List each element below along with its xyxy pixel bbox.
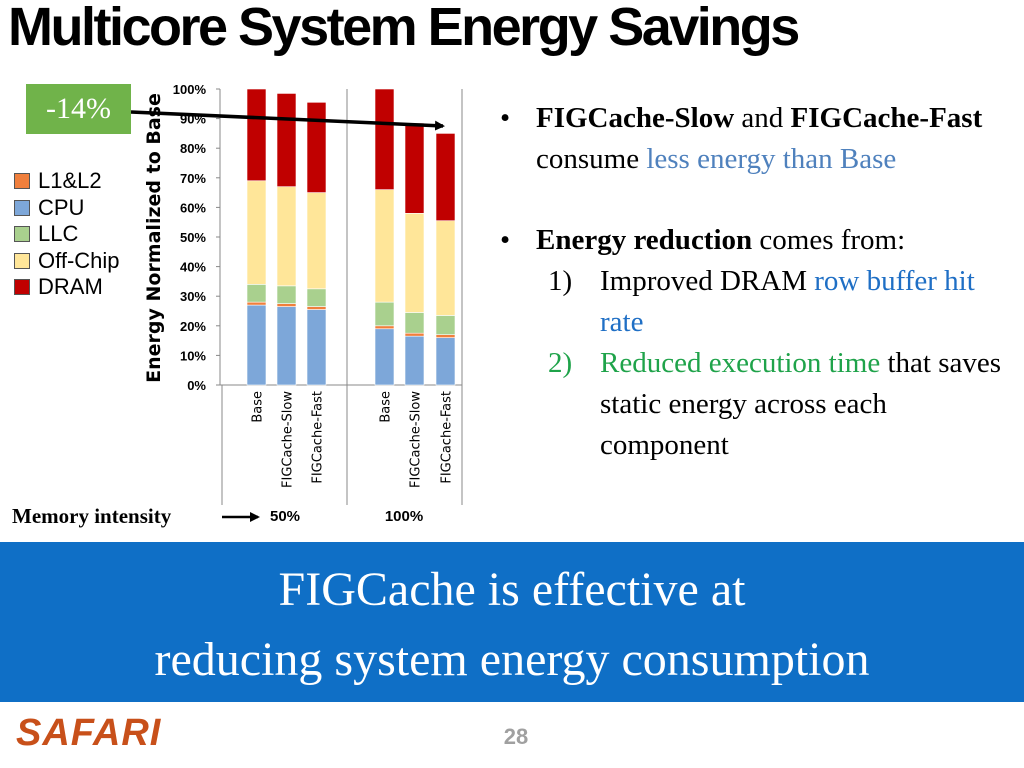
- bar-segment-llc: [404, 312, 425, 334]
- bar-segment-l1-l2: [306, 306, 327, 310]
- legend-label-dram: DRAM: [38, 274, 103, 299]
- bullet-dot-icon: •: [500, 224, 511, 256]
- page-number: 28: [503, 724, 529, 749]
- legend-item-offchip: Off-Chip: [14, 248, 120, 275]
- safari-logo: SAFARI: [16, 712, 162, 754]
- x-tick-label: Base: [379, 391, 394, 423]
- reduction-arrow: [130, 110, 445, 131]
- legend-label-llc: LLC: [38, 221, 79, 246]
- bar-segment-off-chip: [404, 213, 425, 313]
- sub-item-exec-time: 2) Reduced execution time that saves sta…: [536, 343, 1019, 466]
- legend-swatch-offchip: [14, 252, 30, 269]
- highlight-row-buffer: row buffer hit rate: [600, 265, 975, 338]
- y-tick-label: 10%: [180, 348, 206, 363]
- bar-segment-cpu: [276, 306, 297, 386]
- bar-segment-cpu: [404, 335, 425, 386]
- bar-segment-dram: [246, 88, 267, 182]
- legend-swatch-llc: [14, 226, 30, 243]
- legend-item-llc: LLC: [14, 221, 120, 248]
- keyword-figcache-fast: FIGCache-Fast: [790, 102, 983, 134]
- y-tick-label: 80%: [180, 141, 206, 156]
- keyword-energy-reduction: Energy reduction: [536, 224, 753, 256]
- bar-segment-l1-l2: [435, 334, 456, 338]
- bar-segment-cpu: [306, 309, 327, 386]
- sub-item-number: 1): [548, 265, 573, 297]
- sub-item-text: Improved DRAM: [600, 265, 815, 297]
- x-tick-label: Base: [251, 391, 266, 423]
- legend-item-dram: DRAM: [14, 274, 120, 301]
- bar-segment-llc: [306, 288, 327, 307]
- legend-label-offchip: Off-Chip: [38, 247, 120, 273]
- energy-bar-chart: 0%10%20%30%40%50%60%70%80%90%100%Energy …: [130, 82, 463, 525]
- bar-segment-dram: [404, 122, 425, 214]
- bullet-dot-icon: •: [500, 102, 511, 134]
- highlight-less-energy: less energy than Base: [646, 143, 897, 175]
- memory-intensity-label: Memory intensity: [12, 504, 172, 528]
- legend-label-cpu: CPU: [38, 194, 85, 220]
- bar-segment-dram: [435, 133, 456, 222]
- text-and: and: [734, 102, 791, 134]
- keyword-figcache-slow: FIGCache-Slow: [536, 102, 735, 134]
- sub-item-text: that saves static energy across each com…: [600, 347, 1002, 461]
- banner-line-1: FIGCache is effective at: [278, 563, 746, 616]
- y-tick-label: 0%: [187, 378, 206, 393]
- slide-title: Multicore System Energy Savings: [8, 0, 800, 57]
- bar-segment-llc: [435, 315, 456, 335]
- text-comes-from: comes from:: [752, 224, 906, 256]
- bar-segment-cpu: [374, 328, 395, 386]
- bar-segment-dram: [276, 93, 297, 187]
- bar-segment-llc: [246, 284, 267, 303]
- legend-item-l1l2: L1&L2: [14, 168, 120, 195]
- conclusion-banner: FIGCache is effective at reducing system…: [0, 542, 1024, 702]
- legend-item-cpu: CPU: [14, 195, 120, 222]
- x-tick-label: FIGCache-Slow: [409, 391, 424, 488]
- bar-segment-off-chip: [276, 186, 297, 287]
- bullet-energy-reduction: • Energy reduction comes from:: [494, 220, 1019, 261]
- bar-segment-off-chip: [246, 180, 267, 285]
- x-tick-label: FIGCache-Fast: [311, 391, 326, 484]
- legend-swatch-dram: [14, 279, 30, 296]
- highlight-exec-time: Reduced execution time: [600, 347, 881, 379]
- y-tick-label: 60%: [180, 200, 206, 215]
- y-tick-label: 30%: [180, 289, 206, 304]
- group-label: 50%: [270, 508, 300, 525]
- bar-segment-cpu: [246, 304, 267, 386]
- bar-segment-l1-l2: [276, 303, 297, 307]
- text-consume: consume: [536, 143, 647, 175]
- bar-segment-cpu: [435, 337, 456, 386]
- reduction-badge: -14%: [26, 84, 131, 134]
- y-tick-label: 70%: [180, 171, 206, 186]
- bar-segment-l1-l2: [374, 325, 395, 330]
- x-tick-label: FIGCache-Fast: [440, 391, 455, 484]
- sub-item-number: 2): [548, 347, 573, 379]
- y-tick-label: 20%: [180, 319, 206, 334]
- banner-line-2: reducing system energy consumption: [154, 633, 870, 686]
- legend-swatch-cpu: [14, 199, 30, 216]
- sub-item-row-buffer: 1) Improved DRAM row buffer hit rate: [536, 261, 1019, 343]
- bar-segment-l1-l2: [404, 332, 425, 337]
- bullet-energy-comparison: • FIGCache-Slow and FIGCache-Fast consum…: [494, 98, 1019, 180]
- bar-segment-llc: [276, 285, 297, 304]
- bullet-list: • FIGCache-Slow and FIGCache-Fast consum…: [494, 98, 1019, 466]
- bar-segment-llc: [374, 301, 395, 327]
- bar-segment-off-chip: [435, 220, 456, 316]
- legend-swatch-l1l2: [14, 173, 30, 190]
- chart-legend: L1&L2 CPU LLC Off-Chip DRAM: [14, 168, 120, 301]
- bar-segment-dram: [374, 88, 395, 190]
- bar-segment-l1-l2: [246, 301, 267, 306]
- y-tick-label: 50%: [180, 230, 206, 245]
- legend-label-l1l2: L1&L2: [38, 168, 102, 193]
- y-axis-title: Energy Normalized to Base: [143, 93, 165, 383]
- y-tick-label: 100%: [173, 82, 207, 97]
- group-label: 100%: [385, 508, 423, 525]
- bar-segment-off-chip: [306, 192, 327, 290]
- y-tick-label: 40%: [180, 260, 206, 275]
- bar-segment-dram: [306, 102, 327, 193]
- x-tick-label: FIGCache-Slow: [281, 391, 296, 488]
- bar-segment-off-chip: [374, 189, 395, 303]
